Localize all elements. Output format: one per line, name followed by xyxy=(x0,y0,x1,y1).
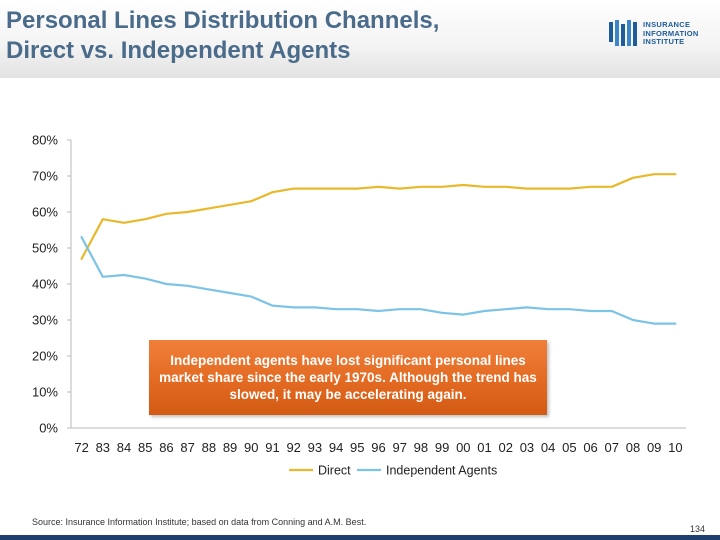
x-tick-label: 10 xyxy=(668,440,682,455)
x-tick-label: 03 xyxy=(520,440,534,455)
x-tick-label: 89 xyxy=(223,440,237,455)
x-tick-label: 83 xyxy=(96,440,110,455)
source-note: Source: Insurance Information Institute;… xyxy=(32,517,367,527)
page-title: Personal Lines Distribution Channels, Di… xyxy=(6,6,596,66)
x-tick-label: 84 xyxy=(117,440,131,455)
legend-label: Independent Agents xyxy=(386,464,497,478)
x-tick-label: 08 xyxy=(626,440,640,455)
x-tick-label: 04 xyxy=(541,440,555,455)
x-tick-label: 07 xyxy=(605,440,619,455)
x-tick-label: 93 xyxy=(308,440,322,455)
page-number: 134 xyxy=(690,524,706,534)
x-tick-label: 99 xyxy=(435,440,449,455)
x-tick-label: 02 xyxy=(499,440,513,455)
logo-line-3: INSTITUTE xyxy=(643,37,685,46)
institute-logo: INSURANCE INFORMATION INSTITUTE xyxy=(609,18,709,64)
callout-box: Independent agents have lost significant… xyxy=(149,340,547,415)
x-tick-label: 94 xyxy=(329,440,343,455)
y-tick-label: 0% xyxy=(39,421,58,436)
y-tick-label: 40% xyxy=(32,277,58,292)
y-tick-label: 30% xyxy=(32,313,58,328)
logo-mark-icon xyxy=(609,20,637,46)
y-tick-label: 10% xyxy=(32,385,58,400)
x-tick-label: 90 xyxy=(244,440,258,455)
x-tick-label: 87 xyxy=(180,440,194,455)
x-tick-label: 72 xyxy=(74,440,88,455)
y-tick-label: 50% xyxy=(32,241,58,256)
x-tick-label: 98 xyxy=(414,440,428,455)
series-line-independent-agents xyxy=(80,236,677,325)
footer-bar xyxy=(0,535,720,540)
title-line-2: Direct vs. Independent Agents xyxy=(6,37,351,64)
series-line-direct xyxy=(80,173,677,260)
y-tick-label: 70% xyxy=(32,169,58,184)
x-tick-label: 01 xyxy=(477,440,491,455)
x-tick-label: 00 xyxy=(456,440,470,455)
y-tick-label: 20% xyxy=(32,349,58,364)
logo-line-2: INFORMATION xyxy=(643,28,699,38)
x-tick-label: 88 xyxy=(202,440,216,455)
y-tick-label: 60% xyxy=(32,205,58,220)
x-tick-label: 96 xyxy=(371,440,385,455)
x-tick-label: 97 xyxy=(392,440,406,455)
y-tick-label: 80% xyxy=(32,133,58,148)
x-tick-label: 95 xyxy=(350,440,364,455)
x-tick-label: 92 xyxy=(286,440,300,455)
line-chart: 0% 10% 20% 30% 40% 50% 60% 70% 80% 72 83 84 85 86 87 88… xyxy=(32,133,686,478)
legend-label: Direct xyxy=(318,464,351,478)
title-line-1: Personal Lines Distribution Channels, xyxy=(6,7,440,34)
x-tick-label: 06 xyxy=(583,440,597,455)
logo-line-1: INSURANCE xyxy=(643,20,691,29)
x-tick-label: 91 xyxy=(265,440,279,455)
x-tick-label: 85 xyxy=(138,440,152,455)
x-tick-label: 86 xyxy=(159,440,173,455)
callout-text: Independent agents have lost significant… xyxy=(159,353,537,402)
x-tick-label: 09 xyxy=(647,440,661,455)
logo-text: INSURANCE INFORMATION INSTITUTE xyxy=(643,20,699,47)
header-band xyxy=(0,0,720,78)
x-tick-label: 05 xyxy=(562,440,576,455)
